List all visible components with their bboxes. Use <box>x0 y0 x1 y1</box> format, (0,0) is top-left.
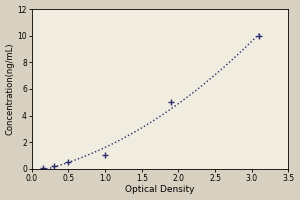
X-axis label: Optical Density: Optical Density <box>125 185 195 194</box>
Y-axis label: Concentration(ng/mL): Concentration(ng/mL) <box>6 43 15 135</box>
